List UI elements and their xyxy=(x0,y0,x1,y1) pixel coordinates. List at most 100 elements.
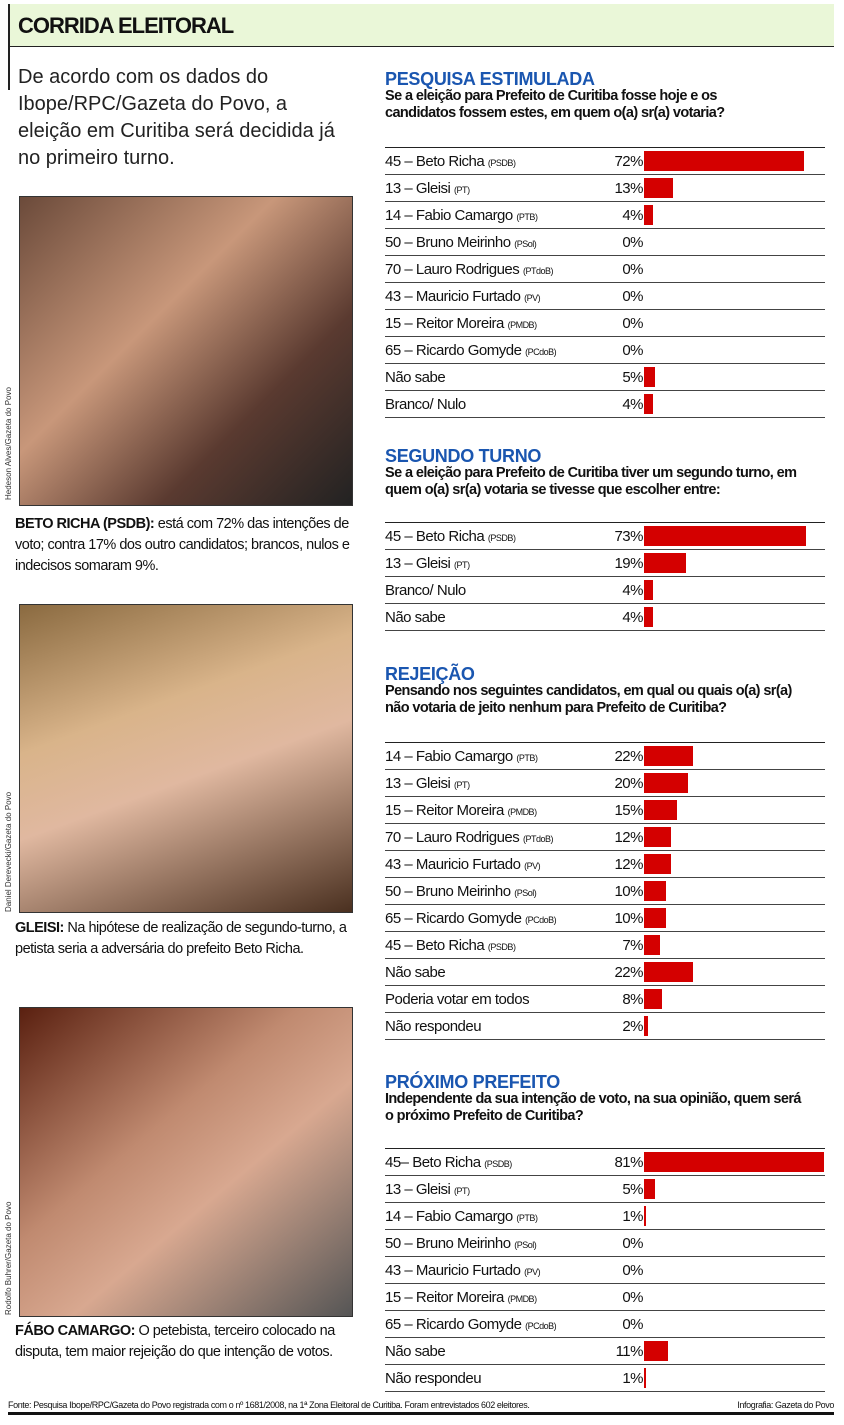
value-label: 12% xyxy=(614,829,643,846)
value-label: 81% xyxy=(614,1154,643,1171)
chart-row: 50 – Bruno Meirinho (PSol) 10% xyxy=(385,878,825,905)
chart-row: Branco/ Nulo 4% xyxy=(385,577,825,604)
intro-text: De acordo com os dados do Ibope/RPC/Gaze… xyxy=(18,66,335,169)
chart-table: 45 – Beto Richa (PSDB) 73% 13 – Gleisi (… xyxy=(385,522,825,631)
chart-row: 13 – Gleisi (PT) 13% xyxy=(385,175,825,202)
value-label: 10% xyxy=(614,883,643,900)
chart-table: 45 – Beto Richa (PSDB) 72% 13 – Gleisi (… xyxy=(385,147,825,418)
chart-row: Branco/ Nulo 4% xyxy=(385,391,825,418)
chart-table: 14 – Fabio Camargo (PTB) 22% 13 – Gleisi… xyxy=(385,742,825,1040)
chart-title: PESQUISA ESTIMULADA xyxy=(385,69,595,89)
chart-row: 45 – Beto Richa (PSDB) 72% xyxy=(385,148,825,175)
row-label: Poderia votar em todos xyxy=(385,991,530,1008)
row-label: Não respondeu xyxy=(385,1370,482,1387)
bar xyxy=(644,553,687,573)
chart-row: Não respondeu 2% xyxy=(385,1013,825,1040)
row-label: Branco/ Nulo xyxy=(385,396,466,413)
row-label: 43 – Mauricio Furtado (PV) xyxy=(385,1262,541,1279)
value-label: 11% xyxy=(615,1343,644,1360)
caption-text: O petebista, terceiro colocado na disput… xyxy=(15,1323,335,1360)
value-label: 10% xyxy=(614,910,643,927)
chart-row: 65 – Ricardo Gomyde (PCdoB) 10% xyxy=(385,905,825,932)
chart-subtitle: Independente da sua intenção de voto, na… xyxy=(385,1091,801,1124)
bar xyxy=(644,773,689,793)
value-label: 0% xyxy=(622,1235,643,1252)
value-label: 1% xyxy=(622,1208,643,1225)
value-label: 0% xyxy=(622,1316,643,1333)
row-label: 15 – Reitor Moreira (PMDB) xyxy=(385,802,537,819)
chart-row: 43 – Mauricio Furtado (PV) 0% xyxy=(385,1257,825,1284)
chart-row: Não sabe 22% xyxy=(385,959,825,986)
chart-row: 65 – Ricardo Gomyde (PCdoB) 0% xyxy=(385,1311,825,1338)
caption: BETO RICHA (PSDB): está com 72% das inte… xyxy=(15,514,360,577)
chart-row: 14 – Fabio Camargo (PTB) 22% xyxy=(385,743,825,770)
photo-beto-richa xyxy=(19,196,353,506)
row-label: 50 – Bruno Meirinho (PSol) xyxy=(385,883,537,900)
bar xyxy=(644,1368,647,1388)
row-label: 15 – Reitor Moreira (PMDB) xyxy=(385,315,537,332)
chart-row: 13 – Gleisi (PT) 20% xyxy=(385,770,825,797)
row-label: 65 – Ricardo Gomyde (PCdoB) xyxy=(385,910,557,927)
row-label: 65 – Ricardo Gomyde (PCdoB) xyxy=(385,1316,557,1333)
value-label: 73% xyxy=(614,528,643,545)
value-label: 20% xyxy=(614,775,643,792)
header: CORRIDA ELEITORAL xyxy=(8,4,834,47)
chart-row: 50 – Bruno Meirinho (PSol) 0% xyxy=(385,229,825,256)
row-label: Não sabe xyxy=(385,609,446,626)
value-label: 0% xyxy=(622,261,643,278)
value-label: 4% xyxy=(622,609,643,626)
value-label: 0% xyxy=(622,288,643,305)
row-label: 13 – Gleisi (PT) xyxy=(385,775,470,792)
chart-row: 14 – Fabio Camargo (PTB) 1% xyxy=(385,1203,825,1230)
caption-text: Na hipótese de realização de segundo-tur… xyxy=(15,920,347,957)
footer-rule xyxy=(8,1412,834,1415)
row-label: 43 – Mauricio Furtado (PV) xyxy=(385,856,541,873)
photo-credit: Daniel Derevecki/Gazeta do Povo xyxy=(4,791,13,912)
chart-row: 13 – Gleisi (PT) 19% xyxy=(385,550,825,577)
bar xyxy=(644,1206,647,1226)
chart-title: PRÓXIMO PREFEITO xyxy=(385,1072,560,1092)
value-label: 5% xyxy=(622,1181,643,1198)
value-label: 2% xyxy=(622,1018,643,1035)
row-label: 70 – Lauro Rodrigues (PTdoB) xyxy=(385,261,553,278)
bar xyxy=(644,367,656,387)
bar xyxy=(644,1016,649,1036)
row-label: 50 – Bruno Meirinho (PSol) xyxy=(385,234,537,251)
chart-row: Não respondeu 1% xyxy=(385,1365,825,1392)
bar xyxy=(644,800,678,820)
row-label: 65 – Ricardo Gomyde (PCdoB) xyxy=(385,342,557,359)
row-label: 15 – Reitor Moreira (PMDB) xyxy=(385,1289,537,1306)
bar xyxy=(644,746,693,766)
caption-name: GLEISI: xyxy=(15,920,64,936)
chart-row: Poderia votar em todos 8% xyxy=(385,986,825,1013)
row-label: 45– Beto Richa (PSDB) xyxy=(385,1154,512,1171)
row-label: 13 – Gleisi (PT) xyxy=(385,1181,470,1198)
chart-row: 45 – Beto Richa (PSDB) 73% xyxy=(385,523,825,550)
infographic-credit: Infografia: Gazeta do Povo xyxy=(737,1400,834,1410)
chart-2: SEGUNDO TURNO Se a eleição para Prefeito… xyxy=(385,447,825,631)
row-label: Não respondeu xyxy=(385,1018,482,1035)
value-label: 0% xyxy=(622,1262,643,1279)
value-label: 15% xyxy=(614,802,643,819)
chart-row: 45 – Beto Richa (PSDB) 7% xyxy=(385,932,825,959)
source-note: Fonte: Pesquisa Ibope/RPC/Gazeta do Povo… xyxy=(8,1400,530,1410)
photo-gleisi xyxy=(19,604,353,913)
caption: FÁBO CAMARGO: O petebista, terceiro colo… xyxy=(15,1321,360,1363)
bar xyxy=(644,526,807,546)
value-label: 0% xyxy=(622,342,643,359)
bar xyxy=(644,178,673,198)
chart-3: REJEIÇÃO Pensando nos seguintes candidat… xyxy=(385,665,825,1040)
bar xyxy=(644,935,660,955)
value-label: 22% xyxy=(614,964,643,981)
value-label: 72% xyxy=(614,153,643,170)
bar xyxy=(644,962,693,982)
value-label: 19% xyxy=(614,555,643,572)
bar xyxy=(644,989,662,1009)
value-label: 22% xyxy=(614,748,643,765)
chart-row: 65 – Ricardo Gomyde (PCdoB) 0% xyxy=(385,337,825,364)
value-label: 1% xyxy=(622,1370,643,1387)
chart-row: 43 – Mauricio Furtado (PV) 0% xyxy=(385,283,825,310)
row-label: 13 – Gleisi (PT) xyxy=(385,180,470,197)
bar xyxy=(644,881,667,901)
chart-row: 50 – Bruno Meirinho (PSol) 0% xyxy=(385,1230,825,1257)
